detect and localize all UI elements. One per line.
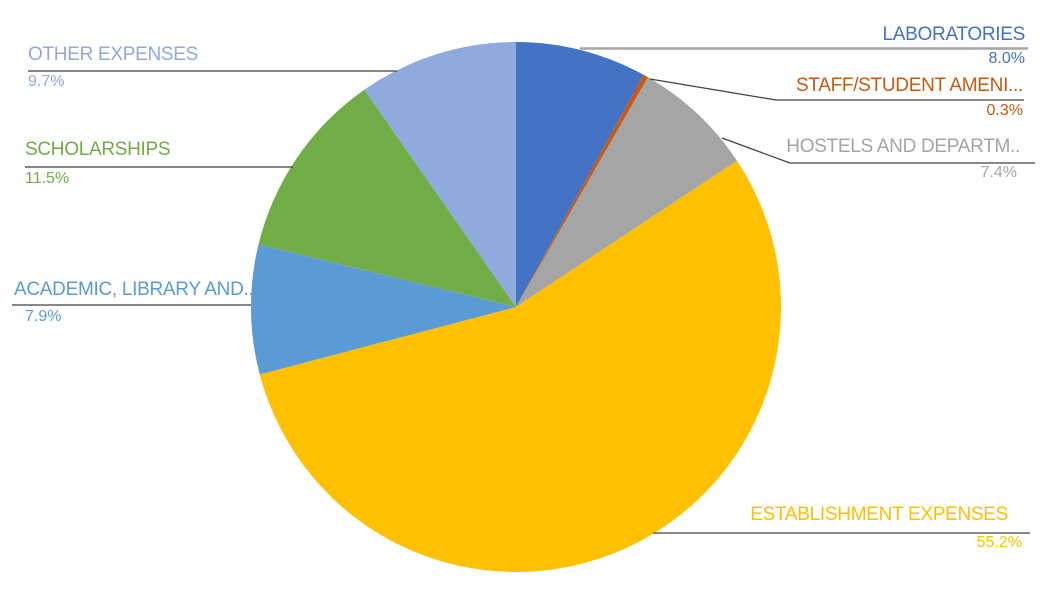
pct-establishment-expenses: 55.2% [976, 534, 1022, 551]
label-staff-student-amenities: STAFF/STUDENT AMENI... [795, 75, 1023, 96]
leader-line-staff-student-amenities [649, 78, 1024, 101]
pct-staff-student-amenities: 0.3% [986, 102, 1023, 119]
leader-line-hostels-and-departments [721, 137, 1035, 164]
pie-slice-scholarships[interactable] [258, 89, 516, 308]
pct-scholarships: 11.5% [25, 170, 70, 187]
label-laboratories: LABORATORIES [882, 24, 1026, 45]
pie-slice-other-expenses[interactable] [364, 42, 516, 307]
label-hostels-and-departments: HOSTELS AND DEPARTM.. [786, 136, 1020, 157]
pie-slice-staff-student-amenities[interactable] [516, 74, 649, 307]
pct-academic-library: 7.9% [25, 308, 62, 325]
pct-laboratories: 8.0% [988, 50, 1025, 67]
pie-slice-laboratories[interactable] [516, 42, 644, 307]
pct-other-expenses: 9.7% [28, 73, 65, 90]
pie-slice-academic-library[interactable] [250, 244, 517, 375]
label-scholarships: SCHOLARSHIPS [25, 139, 171, 160]
pie-slices-group [250, 42, 781, 572]
pie-slice-hostels-and-departments[interactable] [516, 77, 738, 307]
leader-lines-group [12, 47, 1035, 534]
label-establishment-expenses: ESTABLISHMENT EXPENSES [750, 504, 1008, 525]
label-academic-library: ACADEMIC, LIBRARY AND... [14, 279, 259, 300]
pie-slice-establishment-expenses[interactable] [259, 160, 781, 572]
label-other-expenses: OTHER EXPENSES [28, 44, 199, 65]
pct-hostels-and-departments: 7.4% [980, 164, 1017, 181]
